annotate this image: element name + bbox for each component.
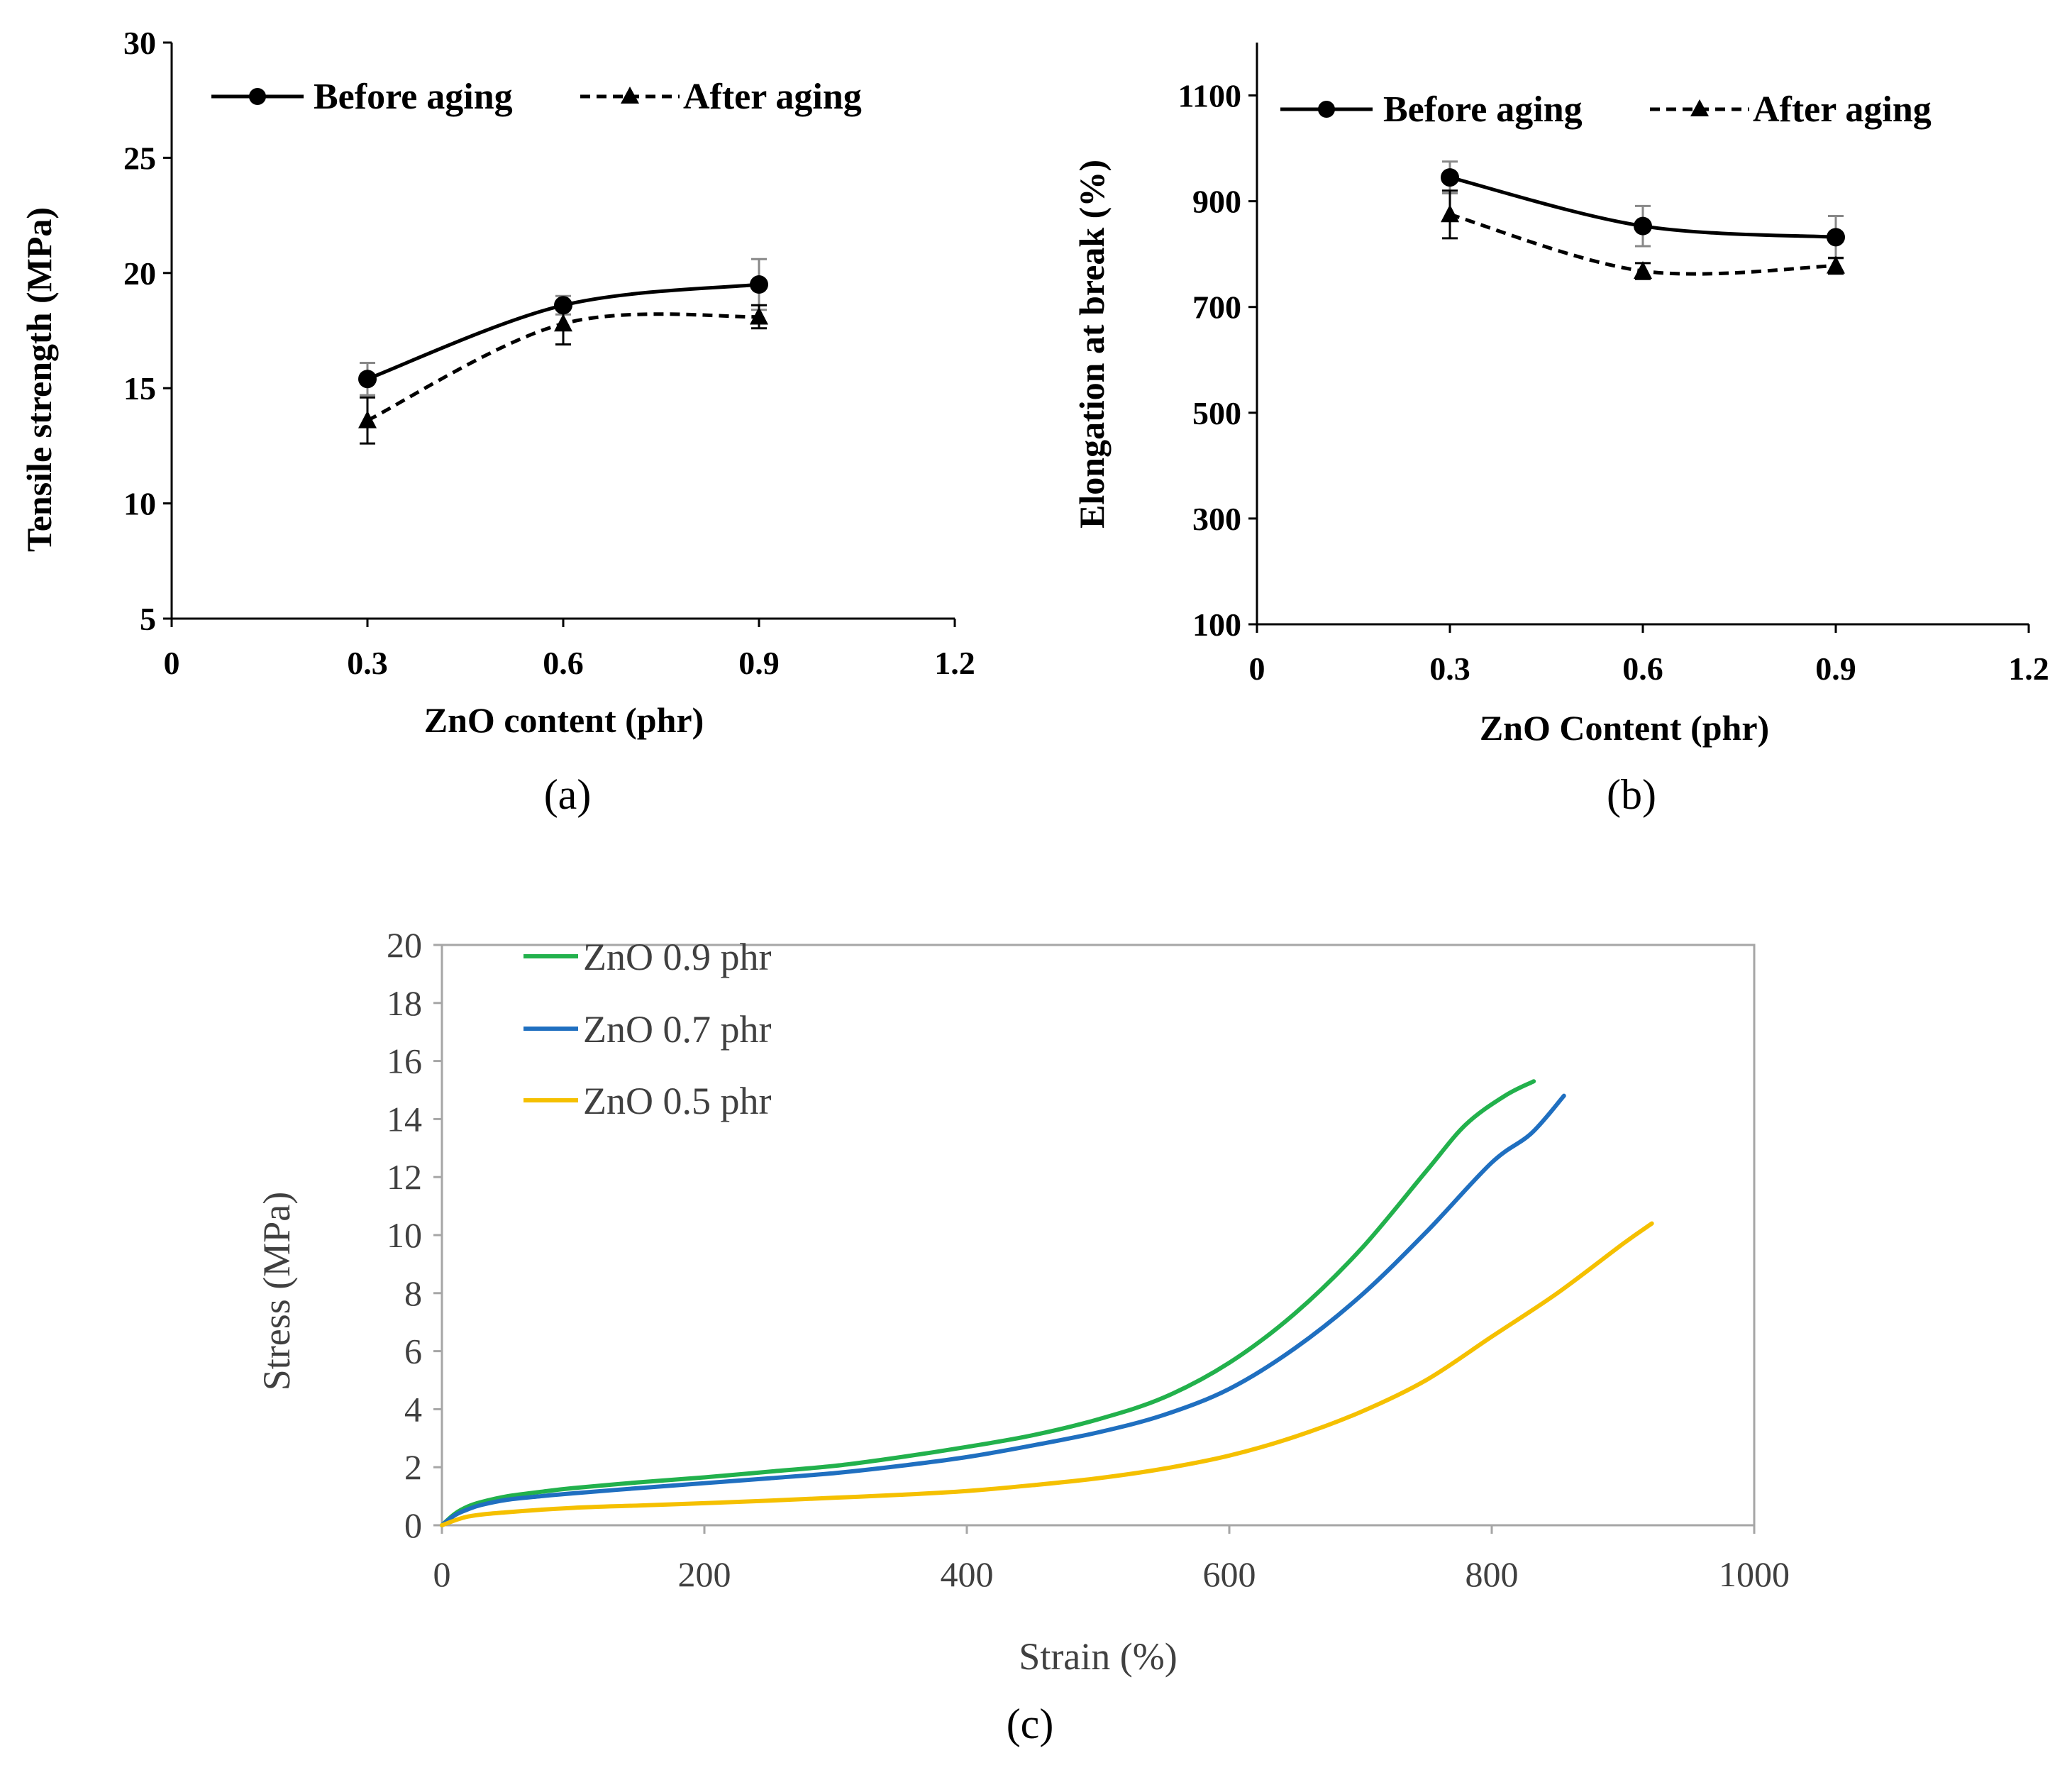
panel-a-y-axis-title: Tensile strength (MPa) (19, 207, 59, 552)
panel-c-y-tick-label: 12 (387, 1157, 422, 1197)
panel-c-y-tick-label: 20 (387, 925, 422, 965)
panel-b-y-tick-label: 100 (1192, 607, 1241, 643)
panel-b-y-tick-label: 1100 (1178, 78, 1241, 114)
panel-a-x-tick-label: 0.3 (347, 645, 388, 681)
panel-b-x-tick-label: 1.2 (2008, 651, 2049, 687)
panel-a-point-after-aging (358, 410, 377, 428)
panel-a-y-tick-label: 30 (123, 25, 156, 61)
panel-a-point-after-aging (554, 314, 572, 332)
panel-a-x-tick-label: 1.2 (934, 645, 975, 681)
panel-b-point-before-aging (1827, 228, 1845, 247)
panel-c-x-tick-label: 800 (1466, 1554, 1519, 1594)
panel-a-axes (163, 41, 956, 627)
panel-c-legend-zno-0.9: ZnO 0.9 phr (583, 936, 771, 978)
panel-c-y-axis-title: Stress (MPa) (255, 1192, 298, 1391)
panel-c-y-tick-label: 8 (404, 1273, 422, 1313)
panel-c-label: (c) (1007, 1700, 1054, 1747)
panel-a-marks (358, 258, 768, 445)
panel-a-label: (a) (544, 771, 592, 818)
panel-c-x-tick-label: 0 (433, 1554, 451, 1594)
panel-b-y-tick-label: 300 (1192, 501, 1241, 537)
panel-b-label: (b) (1607, 771, 1656, 818)
panel-a-x-tick-label: 0.9 (738, 645, 780, 681)
panel-b-point-before-aging (1634, 216, 1652, 236)
panel-b-legend: Before aging After aging (1280, 89, 1932, 130)
panel-c-y-tick-label: 6 (404, 1332, 422, 1371)
panel-c-x-tick-label: 600 (1203, 1554, 1256, 1594)
panel-c-legend: ZnO 0.9 phr ZnO 0.7 phr ZnO 0.5 phr (523, 936, 771, 1122)
panel-b-y-axis-title: Elongation at break (%) (1072, 160, 1112, 529)
panel-b-point-after-aging (1634, 261, 1652, 280)
panel-c-zno-0.5-curve (440, 1221, 1654, 1527)
panel-a-tick-labels: 5 10 15 20 25 30 0 0.3 0.6 0.9 1.2 (123, 25, 975, 681)
panel-c-y-tick-label: 10 (387, 1215, 422, 1255)
panel-a-legend-before-aging: Before aging (314, 77, 513, 117)
panel-b-legend-before-aging: Before aging (1383, 89, 1583, 130)
panel-b-x-tick-label: 0.3 (1429, 651, 1470, 687)
panel-a-legend-after-aging: After aging (683, 77, 862, 117)
panel-a-y-tick-label: 10 (123, 486, 156, 522)
panel-a-legend-circle-marker (249, 88, 266, 105)
panel-a-x-tick-label: 0.6 (543, 645, 584, 681)
panel-c-zno-0.7-curve (440, 1093, 1566, 1527)
panel-b-legend-circle-marker (1318, 101, 1335, 118)
panel-b-tick-labels: 100 300 500 700 900 1100 0 0.3 0.6 0.9 1.2 (1178, 78, 2049, 687)
panel-c-x-tick-label: 200 (678, 1554, 731, 1594)
panel-b-marks (1441, 160, 1845, 280)
panel-b-axes (1248, 43, 2030, 633)
panel-a-y-tick-label: 5 (140, 601, 156, 637)
panel-c-y-tick-label: 2 (404, 1447, 422, 1487)
panel-a-y-tick-label: 15 (123, 370, 156, 406)
panel-c-legend-zno-0.7: ZnO 0.7 phr (583, 1008, 771, 1051)
panel-a-x-tick-label: 0 (164, 645, 180, 681)
panel-c-y-tick-label: 16 (387, 1041, 422, 1081)
panel-b-legend-triangle-marker (1690, 99, 1709, 116)
panel-c-y-tick-label: 14 (387, 1099, 422, 1139)
panel-a-point-before-aging (358, 370, 377, 389)
panel-a-tensile-strength: 5 10 15 20 25 30 0 0.3 0.6 0.9 1.2 ZnO content (ph… (19, 25, 975, 818)
panel-b-x-tick-label: 0 (1249, 651, 1265, 687)
panel-c-legend-zno-0.5: ZnO 0.5 phr (583, 1080, 771, 1122)
panel-c-x-tick-label: 1000 (1719, 1554, 1790, 1594)
panel-b-point-before-aging (1441, 168, 1459, 187)
panel-b-y-tick-label: 500 (1192, 395, 1241, 431)
panel-a-y-tick-label: 20 (123, 255, 156, 292)
panel-c-y-tick-label: 18 (387, 983, 422, 1023)
panel-c-marks (440, 1079, 1654, 1527)
panel-b-legend-after-aging: After aging (1753, 89, 1932, 130)
panel-c-y-tick-label: 4 (404, 1389, 422, 1429)
panel-c-x-tick-label: 400 (941, 1554, 994, 1594)
panel-a-y-tick-label: 25 (123, 140, 156, 176)
panel-c-y-tick-label: 0 (404, 1505, 422, 1545)
panel-a-legend-triangle-marker (621, 87, 639, 104)
panel-b-x-tick-label: 0.9 (1815, 651, 1856, 687)
panel-b-y-tick-label: 700 (1192, 289, 1241, 326)
panel-b-x-tick-label: 0.6 (1622, 651, 1663, 687)
panel-c-axes (433, 944, 1756, 1534)
panel-a-point-before-aging (750, 275, 768, 294)
panel-a-x-axis-title: ZnO content (phr) (424, 700, 704, 740)
panel-b-y-tick-label: 900 (1192, 184, 1241, 220)
panel-b-point-after-aging (1827, 255, 1845, 274)
panel-c-zno-0.9-curve (440, 1079, 1536, 1527)
panel-a-legend: Before aging After aging (211, 77, 862, 117)
panel-b-point-after-aging (1441, 204, 1459, 223)
panel-b-x-axis-title: ZnO Content (phr) (1480, 708, 1769, 748)
panel-a-point-after-aging (750, 306, 768, 325)
panel-c-x-axis-title: Strain (%) (1019, 1635, 1177, 1678)
panel-b-elongation-at-break: 100 300 500 700 900 1100 0 0.3 0.6 0.9 1.2 ZnO Con… (1072, 43, 2049, 818)
